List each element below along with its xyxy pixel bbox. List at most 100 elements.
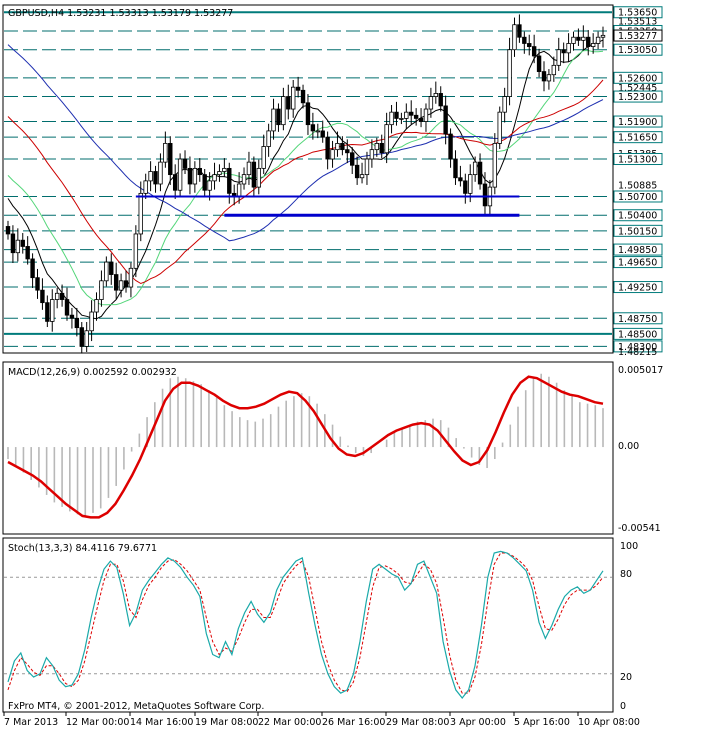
candle xyxy=(507,37,512,106)
copyright-text: FxPro MT4, © 2001-2012, MetaQuotes Softw… xyxy=(8,701,264,712)
candle xyxy=(497,106,502,150)
candle-body xyxy=(291,86,296,110)
candle xyxy=(109,253,114,285)
candle xyxy=(113,262,119,299)
candle xyxy=(561,42,566,64)
candle-body xyxy=(359,174,365,179)
candle xyxy=(222,158,227,178)
candle-body xyxy=(113,274,119,291)
macd-signal-line xyxy=(7,375,604,519)
candle xyxy=(522,31,527,54)
stoch-label-100: 100 xyxy=(620,541,638,552)
candle xyxy=(45,295,50,328)
candle-body xyxy=(10,233,16,254)
candle-body xyxy=(202,174,207,191)
candle-body xyxy=(133,233,139,269)
candle xyxy=(330,140,335,168)
current-price-box xyxy=(613,29,663,42)
price-label: 1.50400 xyxy=(618,211,657,222)
candle xyxy=(192,161,198,193)
candle-body xyxy=(561,49,566,54)
candle-body xyxy=(418,118,424,122)
candle xyxy=(340,136,345,156)
candle-body xyxy=(212,174,217,182)
candle-body xyxy=(472,161,478,176)
price-label: 1.53513 xyxy=(618,16,657,27)
candle-body xyxy=(374,143,380,151)
time-label: 5 Apr 16:00 xyxy=(514,717,570,728)
candle xyxy=(118,273,124,298)
candle xyxy=(335,131,340,157)
candle xyxy=(104,256,109,287)
candle xyxy=(517,14,522,43)
candle-body xyxy=(507,49,512,97)
candle xyxy=(148,161,153,192)
candle-body xyxy=(246,161,252,176)
macd-label-bottom: -0.00541 xyxy=(618,523,661,534)
candle-body xyxy=(325,136,330,160)
price-label: 1.48500 xyxy=(618,329,657,340)
candle xyxy=(364,151,370,185)
candle xyxy=(482,172,488,217)
candle-body xyxy=(448,133,453,160)
candle xyxy=(266,123,271,157)
candle-body xyxy=(74,317,80,329)
candle xyxy=(276,103,281,132)
price-label: 1.53650 xyxy=(618,8,657,19)
candle-body xyxy=(256,167,261,188)
candle xyxy=(99,270,104,307)
candle-body xyxy=(463,180,468,194)
price-label: 1.49650 xyxy=(618,258,657,269)
candle-body xyxy=(94,299,99,313)
macd-panel-frame xyxy=(2,361,614,535)
candle xyxy=(40,278,45,310)
candle xyxy=(158,153,163,192)
candle xyxy=(143,173,148,199)
candle-body xyxy=(271,108,276,132)
candle xyxy=(477,153,483,190)
candle-body xyxy=(320,130,325,138)
candle xyxy=(428,87,434,118)
time-label: 29 Mar 08:00 xyxy=(386,717,449,728)
price-label-box xyxy=(613,71,663,84)
candle xyxy=(463,173,468,204)
candle xyxy=(153,165,158,193)
candle-body xyxy=(497,111,502,144)
candle-body xyxy=(453,158,458,179)
price-label: 1.52445 xyxy=(618,83,657,94)
time-label: 14 Mar 16:00 xyxy=(130,717,193,728)
candle-body xyxy=(251,161,257,188)
candle xyxy=(79,322,84,354)
price-label-box xyxy=(613,256,663,269)
candle xyxy=(197,158,202,182)
price-label: 1.51300 xyxy=(618,155,657,166)
price-label-box xyxy=(613,90,663,103)
candle-body xyxy=(50,299,55,322)
candle-body xyxy=(54,292,60,300)
time-label: 22 Mar 00:00 xyxy=(258,717,321,728)
candle-body xyxy=(25,246,30,260)
time-label: 19 Mar 08:00 xyxy=(195,717,258,728)
ma-fast-line xyxy=(7,39,604,320)
price-label: 1.48750 xyxy=(618,314,657,325)
candle-body xyxy=(5,226,11,235)
candle xyxy=(354,156,360,185)
candle xyxy=(566,33,571,62)
candle-body xyxy=(59,292,65,300)
price-label: 1.48215 xyxy=(618,347,657,358)
candle xyxy=(64,287,70,321)
candle-body xyxy=(187,167,193,185)
macd-label-zero: 0.00 xyxy=(618,441,639,452)
support-lines xyxy=(135,195,520,217)
candle xyxy=(527,34,532,56)
candle xyxy=(305,94,311,135)
candle-body xyxy=(148,171,153,182)
candle-body xyxy=(276,108,281,126)
candle xyxy=(261,134,266,175)
candle-body xyxy=(428,96,434,110)
candle xyxy=(182,150,188,175)
candle xyxy=(404,103,409,129)
candle xyxy=(418,108,424,128)
candle-body xyxy=(163,143,168,163)
candle-body xyxy=(590,43,596,47)
